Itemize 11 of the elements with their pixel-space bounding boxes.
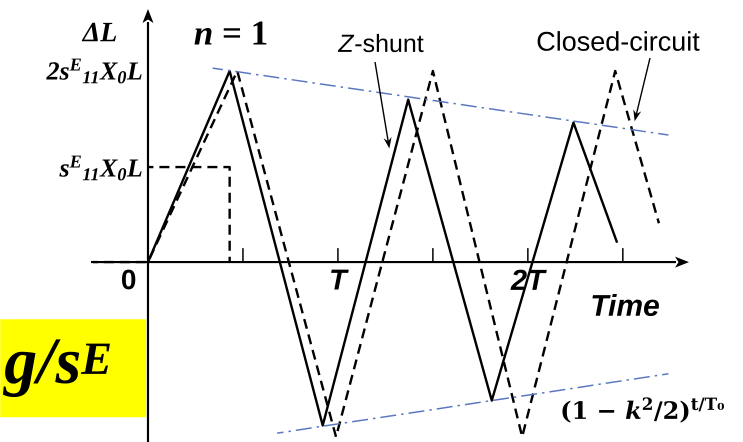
- x-tick-label: 0: [122, 270, 136, 290]
- chart-title: n = 1: [194, 21, 266, 45]
- x-axis-title: Time: [592, 294, 659, 316]
- x-tick-label: T: [331, 270, 349, 290]
- series-label: Z-shunt: [338, 34, 424, 52]
- y-axis-title: ΔL: [82, 22, 116, 42]
- annotation: g/s$^{E}$: [2, 339, 110, 397]
- series-label: Closed-circuit: [538, 31, 700, 51]
- annotation: s$^{E}$$_{11}$X$_{0}$L: [59, 156, 142, 180]
- series-label: (1 − k$^{2}$/2)$^{t/T₀}$: [562, 397, 724, 423]
- annotation: 2s$^{E}$$_{11}$X$_{0}$L: [46, 58, 142, 84]
